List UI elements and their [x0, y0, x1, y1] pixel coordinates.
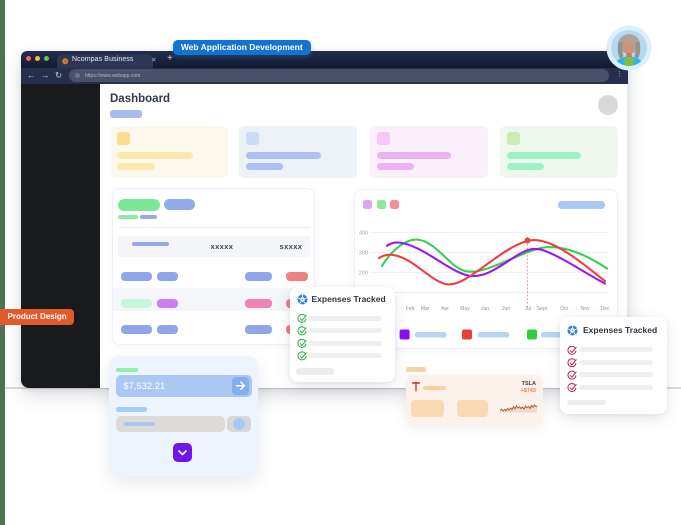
svg-text:Oct: Oct [560, 306, 568, 312]
svg-text:200: 200 [359, 271, 368, 277]
svg-text:Sept: Sept [537, 306, 548, 312]
svg-text:May: May [460, 306, 470, 312]
svg-text:Apr: Apr [441, 306, 449, 312]
svg-text:300: 300 [359, 251, 368, 257]
svg-text:400: 400 [359, 231, 368, 237]
svg-text:Jun: Jun [502, 306, 510, 312]
svg-text:Nov: Nov [581, 306, 590, 312]
svg-text:Mar: Mar [421, 306, 430, 312]
svg-text:Jul: Jul [525, 306, 531, 312]
svg-text:Dec: Dec [601, 306, 610, 312]
svg-text:Feb: Feb [406, 306, 415, 312]
svg-text:Jun: Jun [481, 306, 489, 312]
